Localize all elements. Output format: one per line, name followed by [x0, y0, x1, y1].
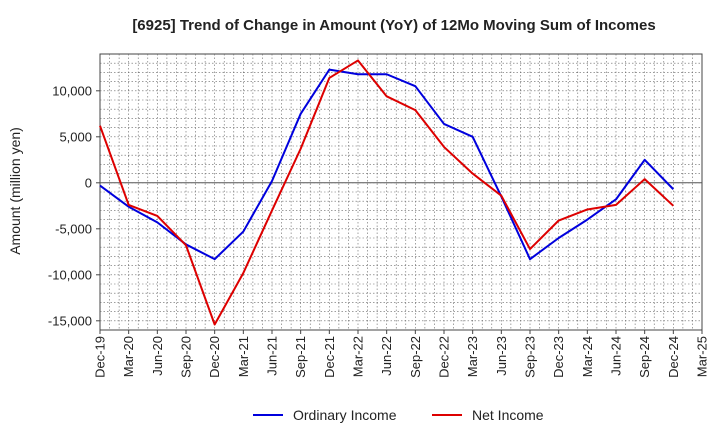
- x-axis-ticks: Dec-19 Mar-20 Jun-20 Sep-20 Dec-20 Mar-21 Jun-…: [93, 330, 710, 378]
- x-tick-label: Jun-22: [379, 336, 394, 376]
- series-line-net-income: [99, 59, 675, 326]
- x-tick-label: Dec-22: [437, 336, 452, 378]
- x-tick-label: Dec-19: [93, 336, 108, 378]
- y-tick-label: 10,000: [52, 83, 92, 98]
- y-tick-label: 5,000: [59, 129, 92, 144]
- x-tick-label: Sep-23: [523, 336, 538, 378]
- y-axis-ticks: -15,000 -10,000 -5,000 0 5,000 10,000: [48, 83, 100, 328]
- legend-label-ordinary-income: Ordinary Income: [293, 407, 397, 423]
- x-tick-label: Sep-24: [637, 336, 652, 378]
- x-tick-label: Mar-23: [465, 336, 480, 377]
- x-tick-label: Mar-22: [351, 336, 366, 377]
- y-tick-label: 0: [85, 175, 92, 190]
- chart-title: [6925] Trend of Change in Amount (YoY) o…: [132, 17, 655, 34]
- x-tick-label: Dec-23: [551, 336, 566, 378]
- x-tick-label: Dec-21: [322, 336, 337, 378]
- y-tick-label: -10,000: [48, 267, 92, 282]
- x-tick-label: Jun-20: [150, 336, 165, 376]
- y-axis-label: Amount (million yen): [7, 127, 23, 255]
- x-tick-label: Mar-24: [580, 336, 595, 377]
- x-tick-label: Jun-24: [609, 336, 624, 376]
- legend: Ordinary Income Net Income: [253, 407, 544, 423]
- series-line-ordinary-income: [99, 68, 675, 261]
- x-tick-label: Mar-21: [236, 336, 251, 377]
- legend-label-net-income: Net Income: [472, 407, 544, 423]
- x-tick-label: Mar-20: [121, 336, 136, 377]
- x-tick-label: Mar-25: [695, 336, 710, 377]
- y-tick-label: -15,000: [48, 313, 92, 328]
- x-tick-label: Sep-20: [179, 336, 194, 378]
- grid-lines: [100, 54, 702, 330]
- x-tick-label: Dec-20: [207, 336, 222, 378]
- series-layer: [99, 59, 675, 326]
- x-tick-label: Jun-23: [494, 336, 509, 376]
- x-tick-label: Sep-21: [293, 336, 308, 378]
- x-tick-label: Dec-24: [666, 336, 681, 378]
- x-tick-label: Jun-21: [265, 336, 280, 376]
- y-tick-label: -5,000: [55, 221, 92, 236]
- x-tick-label: Sep-22: [408, 336, 423, 378]
